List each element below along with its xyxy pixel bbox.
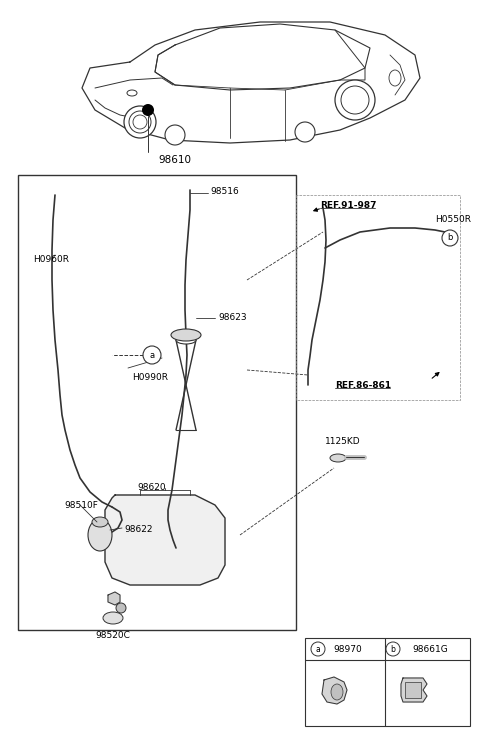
Text: b: b (391, 644, 396, 654)
Text: H0990R: H0990R (132, 373, 168, 382)
Polygon shape (322, 677, 347, 704)
Circle shape (142, 104, 154, 116)
Circle shape (143, 346, 161, 364)
Polygon shape (401, 678, 427, 702)
Text: 98970: 98970 (334, 644, 362, 654)
Circle shape (295, 122, 315, 142)
Circle shape (386, 642, 400, 656)
Ellipse shape (103, 612, 123, 624)
Bar (18, 175, 296, 630)
Text: a: a (149, 351, 155, 359)
Text: 98661G: 98661G (412, 644, 448, 654)
Circle shape (335, 80, 375, 120)
Polygon shape (105, 495, 225, 585)
Text: 1125KD: 1125KD (325, 438, 360, 446)
Ellipse shape (389, 70, 401, 86)
Polygon shape (108, 592, 120, 605)
Ellipse shape (127, 90, 137, 96)
Text: 98610: 98610 (158, 155, 192, 165)
Text: 98510F: 98510F (64, 500, 98, 509)
Text: H0960R: H0960R (33, 255, 69, 264)
Ellipse shape (92, 517, 108, 527)
Text: 98623: 98623 (218, 314, 247, 323)
Text: 98620: 98620 (138, 483, 166, 492)
Text: REF.91-987: REF.91-987 (320, 201, 376, 210)
Circle shape (124, 106, 156, 138)
Text: REF.86-861: REF.86-861 (335, 381, 391, 390)
Ellipse shape (331, 684, 343, 700)
Circle shape (165, 125, 185, 145)
Text: 98622: 98622 (124, 525, 153, 534)
Circle shape (311, 642, 325, 656)
Ellipse shape (171, 329, 201, 341)
Text: 98516: 98516 (210, 187, 239, 196)
Text: H0550R: H0550R (435, 215, 471, 224)
Text: 98520C: 98520C (96, 630, 131, 640)
Ellipse shape (176, 336, 196, 344)
Ellipse shape (330, 454, 346, 462)
Bar (305, 638, 470, 726)
Circle shape (442, 230, 458, 246)
Text: a: a (316, 644, 320, 654)
Circle shape (116, 603, 126, 613)
Bar (405, 682, 421, 698)
Text: b: b (447, 233, 453, 243)
Ellipse shape (88, 519, 112, 551)
